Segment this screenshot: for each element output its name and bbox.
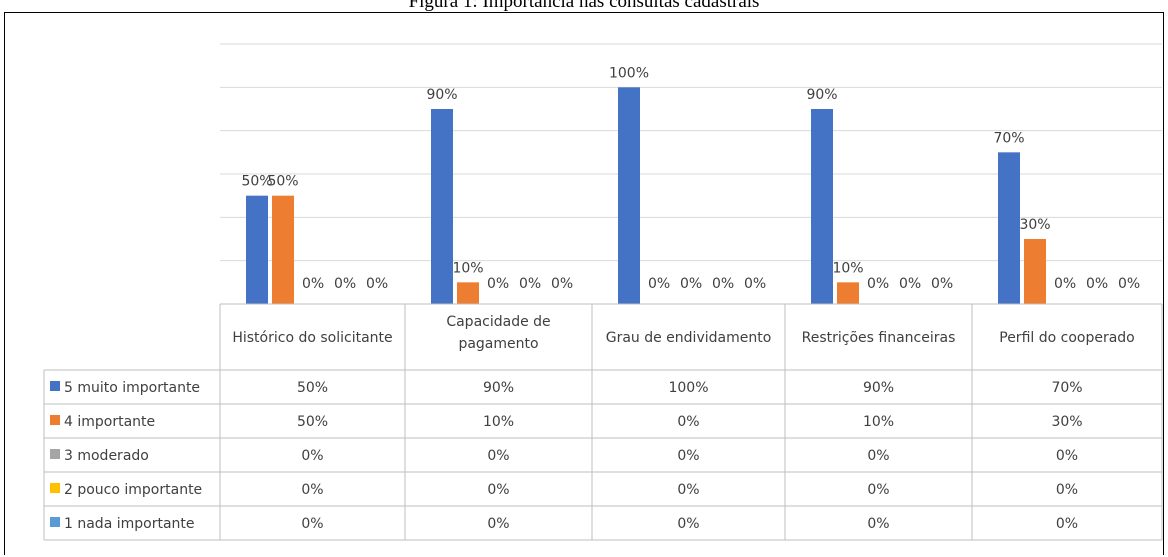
data-label: 0%: [931, 276, 953, 292]
table-cell: 50%: [297, 380, 328, 396]
table-cell: 90%: [483, 380, 514, 396]
legend-key: [50, 517, 60, 527]
legend-key: [50, 449, 60, 459]
bar: [1024, 239, 1046, 304]
data-label: 50%: [241, 174, 272, 190]
gridlines: [220, 43, 1162, 305]
category-label: Histórico do solicitante: [232, 330, 392, 346]
legend-label: 2 pouco importante: [64, 482, 202, 498]
bar: [246, 195, 268, 304]
table-cell: 0%: [487, 482, 509, 498]
legend-label: 1 nada importante: [64, 516, 195, 532]
table-cell: 0%: [867, 516, 889, 532]
category-label: Capacidade de: [446, 314, 550, 330]
table-cell: 0%: [487, 448, 509, 464]
legend-key: [50, 415, 60, 425]
table-cell: 0%: [1056, 482, 1078, 498]
table-cell: 70%: [1051, 380, 1082, 396]
figure-caption: Figura 1: Importância nas consultas cada…: [408, 0, 760, 12]
table-cell: 100%: [668, 380, 708, 396]
data-labels: 50%50%0% 0% 0%90%10%0% 0% 0%100%0% 0% 0% 0%90%1…: [241, 65, 1140, 292]
bars: [246, 87, 1046, 304]
data-label: 0%: [519, 276, 541, 292]
data-label: 0%: [334, 276, 356, 292]
data-label: 70%: [993, 130, 1024, 146]
bar: [998, 152, 1020, 304]
data-label: 90%: [426, 87, 457, 103]
data-label: 50%: [267, 174, 298, 190]
table-cell: 0%: [677, 516, 699, 532]
data-label: 30%: [1019, 217, 1050, 233]
legend-label: 5 muito importante: [64, 380, 200, 396]
table-cell: 0%: [301, 448, 323, 464]
table-cell: 0%: [867, 448, 889, 464]
category-label: pagamento: [458, 336, 538, 352]
data-label: 0%: [302, 276, 324, 292]
data-label: 0%: [867, 276, 889, 292]
data-label: 0%: [648, 276, 670, 292]
legend-label: 3 moderado: [64, 448, 149, 464]
bar: [272, 195, 294, 304]
table-cell: 50%: [297, 414, 328, 430]
table-cell: 0%: [1056, 516, 1078, 532]
table-cell: 0%: [1056, 448, 1078, 464]
data-label: 0%: [1054, 276, 1076, 292]
category-label: Restrições financeiras: [802, 330, 956, 346]
bar: [811, 109, 833, 304]
data-label: 0%: [1118, 276, 1140, 292]
table-cell: 90%: [863, 380, 894, 396]
bar: [618, 87, 640, 304]
table-cell: 0%: [677, 482, 699, 498]
table-cell: 0%: [301, 482, 323, 498]
data-label: 0%: [487, 276, 509, 292]
data-table: Histórico do solicitante Capacidade de pag…: [43, 303, 1163, 541]
legend-label: 4 importante: [64, 414, 155, 430]
legend-key: [50, 483, 60, 493]
data-label: 0%: [712, 276, 734, 292]
table-cell: 0%: [487, 516, 509, 532]
data-label: 100%: [609, 65, 649, 81]
table-cell: 30%: [1051, 414, 1082, 430]
data-label: 90%: [806, 87, 837, 103]
bar: [431, 109, 453, 304]
category-label: Perfil do cooperado: [999, 330, 1135, 346]
data-label: 0%: [1086, 276, 1108, 292]
data-label: 0%: [680, 276, 702, 292]
data-label: 0%: [744, 276, 766, 292]
table-cell: 0%: [677, 414, 699, 430]
table-cell: 10%: [863, 414, 894, 430]
data-label: 0%: [899, 276, 921, 292]
data-label: 10%: [832, 260, 863, 276]
legend-key: [50, 381, 60, 391]
bar: [457, 282, 479, 304]
category-label: Grau de endividamento: [606, 330, 772, 346]
data-label: 0%: [366, 276, 388, 292]
data-label: 0%: [551, 276, 573, 292]
data-label: 10%: [452, 260, 483, 276]
bar: [837, 282, 859, 304]
table-cell: 0%: [677, 448, 699, 464]
table-cell: 10%: [483, 414, 514, 430]
table-cell: 0%: [867, 482, 889, 498]
chart-frame: [4, 12, 1164, 555]
table-cell: 0%: [301, 516, 323, 532]
